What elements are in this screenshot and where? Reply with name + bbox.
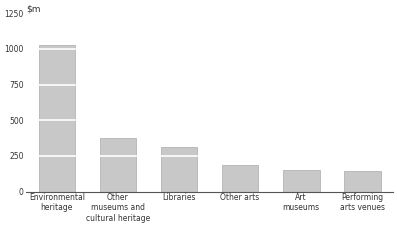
Text: $m: $m [26, 4, 41, 13]
Bar [100, 138, 136, 192]
Bar [161, 147, 197, 192]
Bar [344, 171, 381, 192]
Bar [283, 170, 320, 192]
Bar [222, 165, 258, 192]
Bar [39, 44, 75, 192]
